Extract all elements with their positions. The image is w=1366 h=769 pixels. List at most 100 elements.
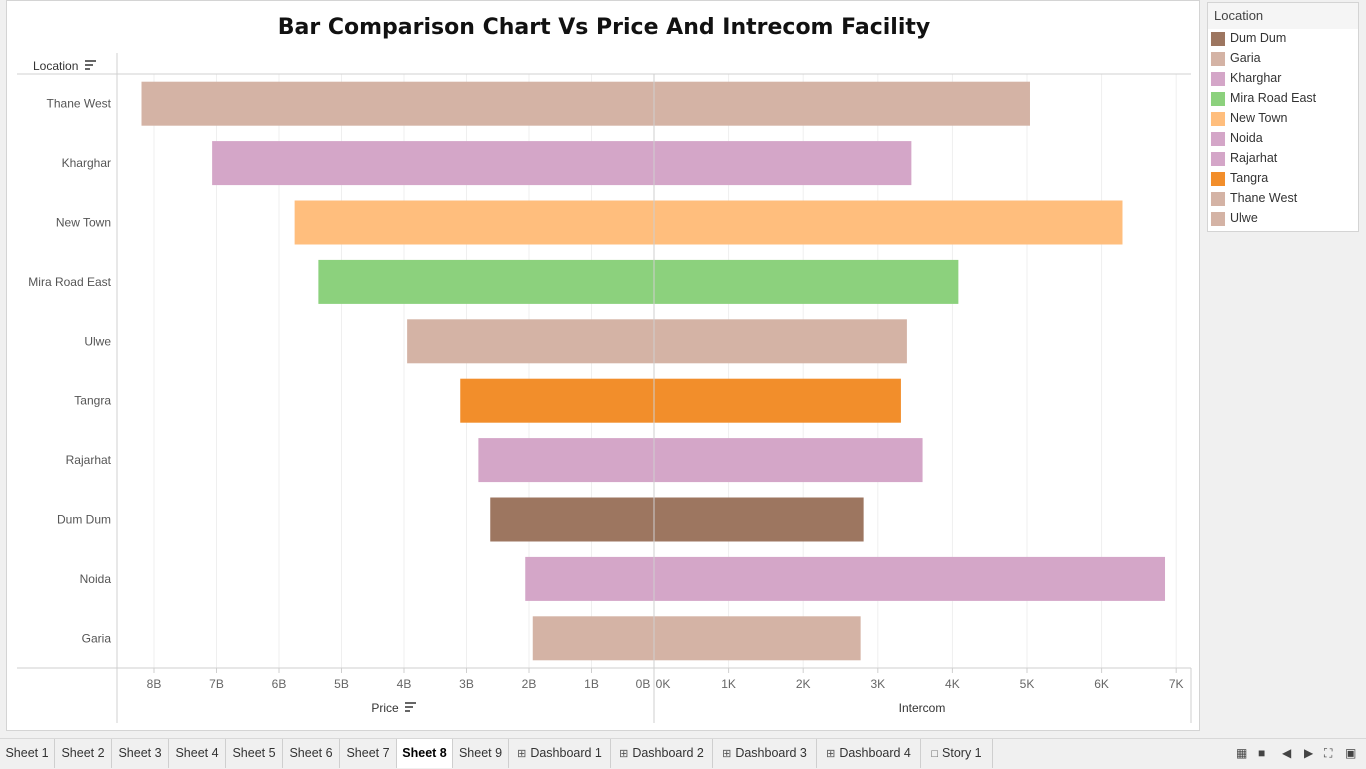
tab-label: Sheet 1 [5,746,49,760]
price-tick-label: 5B [334,677,349,691]
tab-sheet-1[interactable]: Sheet 1 [0,739,55,768]
legend-label: Tangra [1230,171,1269,185]
legend-item[interactable]: Kharghar [1208,69,1358,89]
legend-label: Ulwe [1230,211,1258,225]
price-bar[interactable] [294,200,654,245]
row-label: Rajarhat [66,453,112,467]
chart-panel: Bar Comparison Chart Vs Price And Intrec… [6,0,1200,731]
tab-label: Sheet 5 [232,746,276,760]
price-bar[interactable] [490,497,654,542]
tab-sheet-5[interactable]: Sheet 5 [226,739,283,768]
tab-label: Sheet 4 [175,746,219,760]
row-label: Garia [82,631,112,645]
tab-label: Sheet 7 [346,746,390,760]
row-label: Tangra [74,394,111,408]
sort-icon[interactable] [405,702,416,712]
tab-label: Dashboard 1 [530,746,602,760]
intercom-tick-label: 0K [656,677,671,691]
tab-sheet-3[interactable]: Sheet 3 [112,739,169,768]
intercom-tick-label: 3K [870,677,885,691]
legend-item[interactable]: Rajarhat [1208,149,1358,169]
tab-sheet-2[interactable]: Sheet 2 [55,739,112,768]
price-tick-label: 4B [397,677,412,691]
dashboard-icon: ⊞ [826,748,836,760]
intercom-bar[interactable] [654,259,959,304]
price-bar[interactable] [318,259,654,304]
intercom-tick-label: 5K [1020,677,1035,691]
legend-label: Kharghar [1230,71,1282,85]
legend-swatch [1211,172,1225,186]
price-bar[interactable] [532,616,654,661]
sort-icon[interactable] [85,60,96,70]
legend-item[interactable]: Mira Road East [1208,89,1358,109]
price-bar[interactable] [141,81,655,126]
legend-item[interactable]: Ulwe [1208,209,1358,229]
legend-item[interactable]: Tangra [1208,169,1358,189]
fullscreen-icon[interactable]: ⛶ [1324,746,1333,760]
tab-sheet-9[interactable]: Sheet 9 [453,739,509,768]
tab-sheet-7[interactable]: Sheet 7 [340,739,397,768]
tab-label: Sheet 3 [118,746,162,760]
price-bar[interactable] [525,556,654,601]
tab-label: Sheet 9 [458,746,503,760]
row-label: Thane West [47,97,112,111]
intercom-bar[interactable] [654,81,1030,126]
legend-item[interactable]: Noida [1208,129,1358,149]
legend-swatch [1211,132,1225,146]
chart-title: Bar Comparison Chart Vs Price And Intrec… [277,15,931,40]
tab-dashboard-2[interactable]: ⊞ Dashboard 2 [611,739,713,768]
prev-sheet-icon[interactable]: ◀ [1282,746,1292,760]
legend-swatch [1211,32,1225,46]
price-bar[interactable] [212,141,654,186]
legend-swatch [1211,152,1225,166]
legend-swatch [1211,72,1225,86]
price-bar[interactable] [460,378,654,423]
legend-item[interactable]: Dum Dum [1208,29,1358,49]
tab-label: Sheet 6 [289,746,333,760]
intercom-bar[interactable] [654,497,864,542]
intercom-tick-label: 7K [1169,677,1184,691]
dashboard-icon: ⊞ [722,748,732,760]
tab-dashboard-4[interactable]: ⊞ Dashboard 4 [817,739,921,768]
legend-swatch [1211,52,1225,66]
intercom-bar[interactable] [654,556,1166,601]
filmstrip-view-icon[interactable]: ■ [1258,746,1266,760]
intercom-bar[interactable] [654,200,1123,245]
price-tick-label: 2B [522,677,537,691]
tab-label: Dashboard 2 [632,746,704,760]
intercom-tick-label: 1K [721,677,736,691]
tab-sheet-4[interactable]: Sheet 4 [169,739,226,768]
legend-item[interactable]: New Town [1208,109,1358,129]
tab-sheet-8[interactable]: Sheet 8 [397,739,453,768]
legend-label: New Town [1230,111,1288,125]
legend-label: Noida [1230,131,1263,145]
next-sheet-icon[interactable]: ▶ [1304,746,1314,760]
price-axis-title: Price [371,701,399,715]
row-label: Mira Road East [28,275,111,289]
tab-label: Story 1 [942,746,982,760]
tab-label: Sheet 2 [61,746,105,760]
tab-story-1[interactable]: □ Story 1 [921,739,993,768]
tab-dashboard-1[interactable]: ⊞ Dashboard 1 [509,739,611,768]
tab-sheet-6[interactable]: Sheet 6 [283,739,340,768]
legend-label: Mira Road East [1230,91,1317,105]
price-tick-label: 8B [147,677,162,691]
tab-dashboard-3[interactable]: ⊞ Dashboard 3 [713,739,817,768]
tab-label: Dashboard 4 [839,746,911,760]
intercom-bar[interactable] [654,438,923,483]
dashboard-icon: ⊞ [517,748,527,760]
legend-swatch [1211,92,1225,106]
grid-view-icon[interactable]: ▦ [1236,746,1248,760]
legend-item[interactable]: Thane West [1208,189,1358,209]
tab-label: Sheet 8 [402,746,447,760]
legend-item[interactable]: Garia [1208,49,1358,69]
intercom-bar[interactable] [654,616,861,661]
intercom-bar[interactable] [654,378,901,423]
intercom-bar[interactable] [654,141,912,186]
legend-swatch [1211,112,1225,126]
presentation-icon[interactable]: ▣ [1345,746,1357,760]
intercom-bar[interactable] [654,319,907,364]
price-tick-label: 0B [636,677,651,691]
price-bar[interactable] [407,319,654,364]
price-bar[interactable] [478,438,654,483]
